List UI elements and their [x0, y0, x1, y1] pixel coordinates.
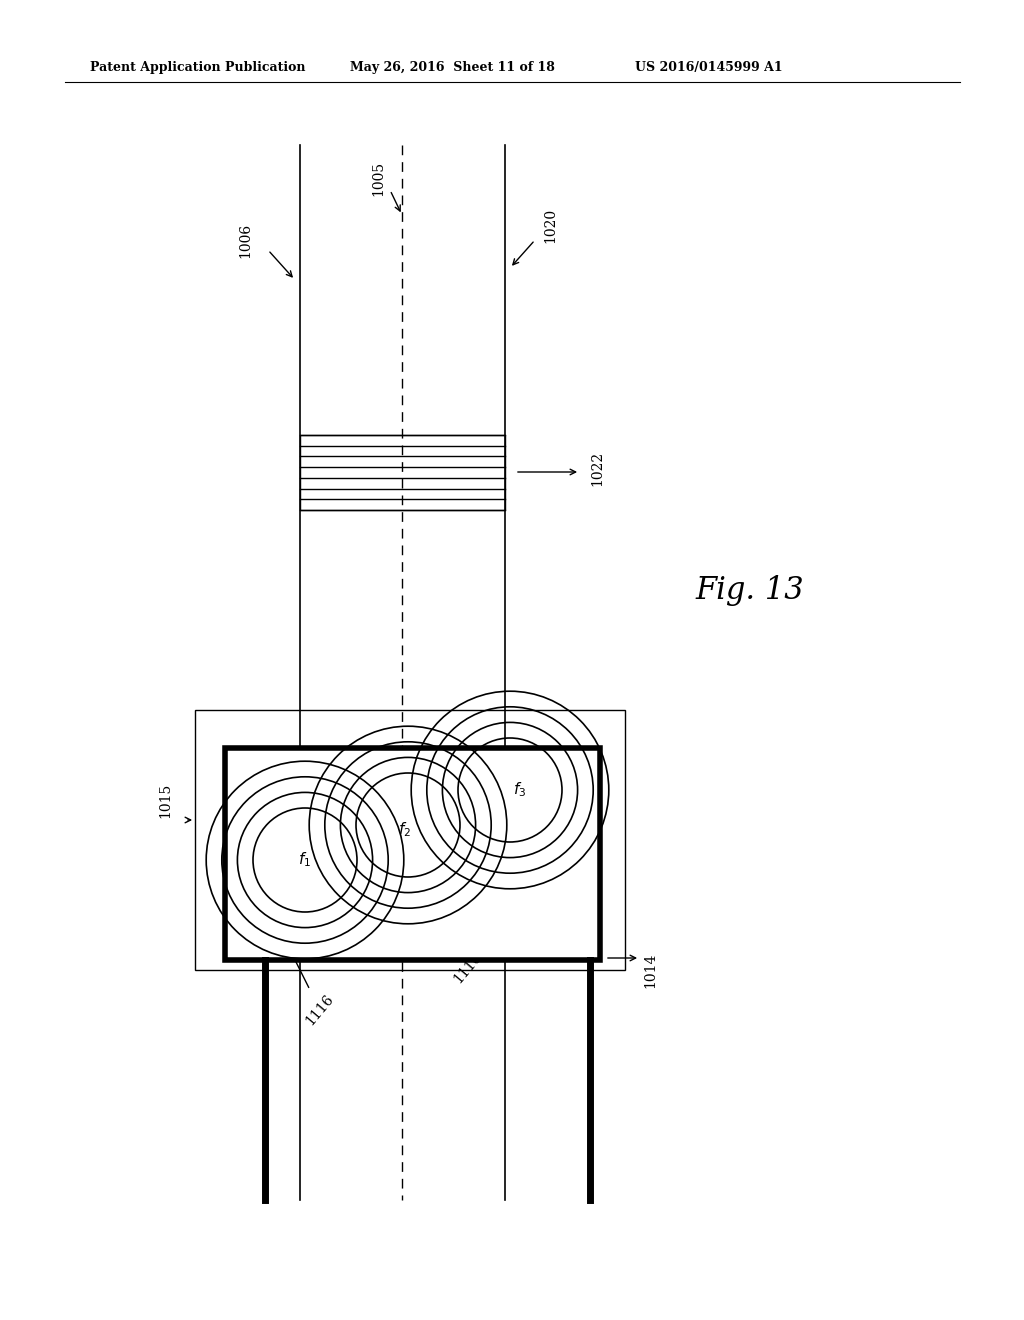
Text: 1116: 1116 — [452, 950, 484, 986]
Text: 1116: 1116 — [303, 991, 337, 1028]
Text: $f_2$: $f_2$ — [398, 821, 412, 840]
Text: 1020: 1020 — [543, 207, 557, 243]
Bar — [225, 748, 600, 960]
Text: 1014: 1014 — [643, 952, 657, 987]
Text: 1015: 1015 — [158, 783, 172, 817]
Text: Patent Application Publication: Patent Application Publication — [90, 62, 305, 74]
Text: 1005: 1005 — [371, 161, 385, 195]
Text: $f_1$: $f_1$ — [298, 850, 311, 870]
Text: May 26, 2016  Sheet 11 of 18: May 26, 2016 Sheet 11 of 18 — [350, 62, 555, 74]
Text: US 2016/0145999 A1: US 2016/0145999 A1 — [635, 62, 782, 74]
Bar — [195, 710, 625, 970]
Text: $f_3$: $f_3$ — [513, 780, 526, 800]
Text: 1022: 1022 — [590, 450, 604, 486]
Text: 1006: 1006 — [238, 223, 252, 257]
Text: Fig. 13: Fig. 13 — [695, 574, 804, 606]
Bar — [300, 436, 505, 510]
